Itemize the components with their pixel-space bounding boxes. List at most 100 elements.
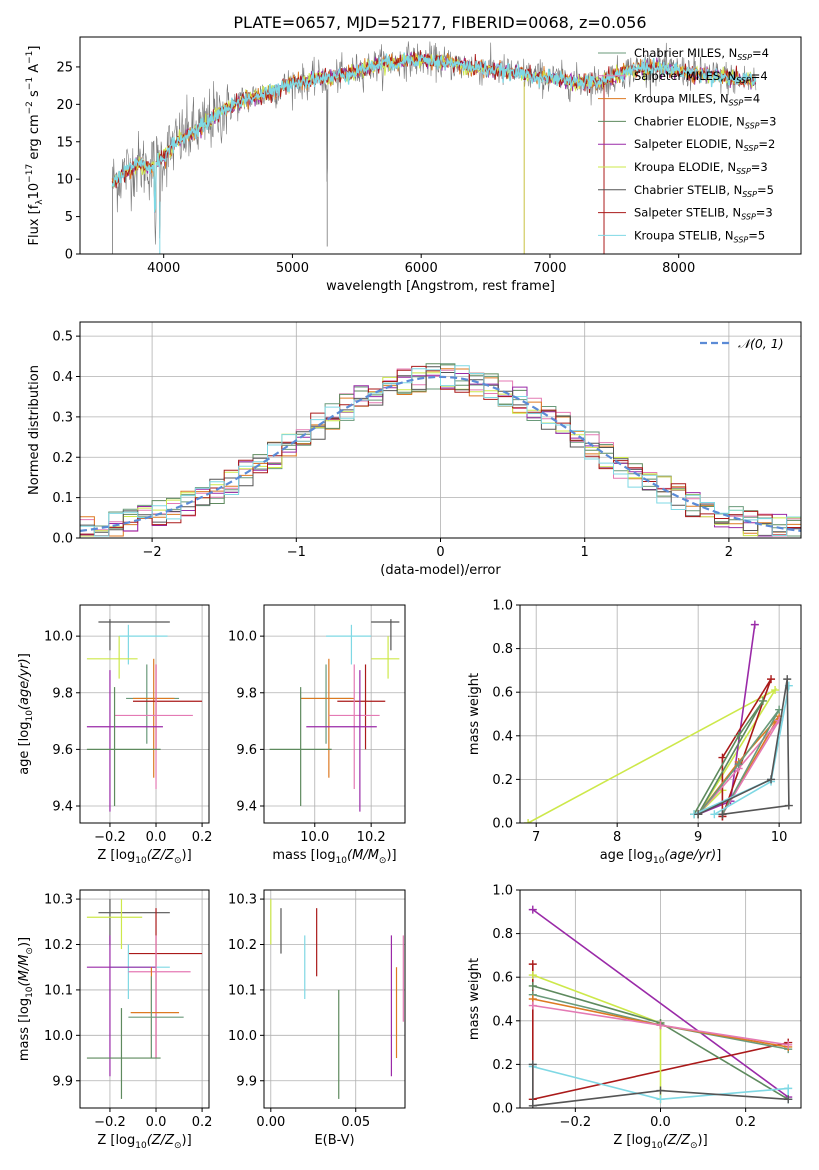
x-tick-label: 8 bbox=[613, 830, 621, 845]
axes-frame bbox=[79, 36, 802, 255]
weight-marker bbox=[528, 971, 537, 980]
weight-marker bbox=[528, 1001, 537, 1010]
weight-marker bbox=[710, 810, 719, 819]
errorbar-point bbox=[300, 664, 352, 744]
x-tick-label: −0.2 bbox=[94, 1115, 126, 1130]
y-axis-label: Normed distribution bbox=[27, 365, 42, 495]
y-tick-label: 0.5 bbox=[52, 330, 73, 345]
weight-marker bbox=[767, 775, 776, 784]
x-tick-label: −2 bbox=[143, 545, 162, 560]
x-tick-label: 6000 bbox=[405, 261, 438, 276]
weight-marker bbox=[528, 1060, 537, 1069]
x-tick-label: 0.2 bbox=[735, 1115, 756, 1130]
y-tick-label: 9.6 bbox=[236, 743, 257, 758]
plot-area-spectrum bbox=[111, 41, 757, 254]
x-tick-label: 10 bbox=[771, 830, 788, 845]
x-tick-label: 5000 bbox=[276, 261, 309, 276]
weight-line bbox=[697, 719, 780, 815]
legend-entry: Salpeter ELODIE, NSSP=2 bbox=[634, 137, 775, 153]
weight-series bbox=[694, 675, 793, 819]
y-tick-label: 10.0 bbox=[228, 1029, 257, 1044]
plot-area-mass_vs_Z bbox=[80, 890, 209, 1108]
y-tick-label: 0 bbox=[65, 248, 73, 263]
y-tick-label: 9.8 bbox=[52, 686, 73, 701]
errorbar-point bbox=[130, 967, 180, 1059]
weight-marker bbox=[528, 1101, 537, 1108]
errorbar-point bbox=[306, 670, 377, 812]
y-axis-label: age [log10(age/yr)] bbox=[17, 653, 35, 775]
x-tick-label: −0.2 bbox=[560, 1115, 592, 1130]
y-tick-label: 10.3 bbox=[228, 893, 257, 908]
weight-line bbox=[532, 1064, 789, 1107]
errorbar-point bbox=[98, 899, 170, 945]
y-tick-label: 10.0 bbox=[44, 630, 73, 645]
y-tick-label: 10.0 bbox=[44, 1029, 73, 1044]
weight-series bbox=[528, 1060, 793, 1108]
y-tick-label: 10.0 bbox=[228, 630, 257, 645]
errorbar-point bbox=[371, 636, 400, 679]
y-tick-label: 10.2 bbox=[228, 938, 257, 953]
y-tick-label: 25 bbox=[56, 60, 73, 75]
weight-marker bbox=[784, 1084, 793, 1093]
legend-entry: Salpeter MILES, NSSP=4 bbox=[634, 69, 768, 85]
y-tick-label: 0.2 bbox=[492, 1058, 513, 1073]
y-axis-label: mass [log10(M/M⊙)] bbox=[17, 937, 35, 1061]
y-tick-label: 0.0 bbox=[52, 532, 73, 547]
y-tick-label: 9.9 bbox=[236, 1074, 257, 1089]
plot-area-mass_vs_EBV bbox=[264, 890, 405, 1108]
legend-entry: Salpeter STELIB, NSSP=3 bbox=[634, 206, 773, 222]
x-tick-label: 0.05 bbox=[341, 1115, 370, 1130]
weight-marker bbox=[784, 1040, 793, 1049]
weight-marker bbox=[783, 675, 792, 684]
weight-marker bbox=[528, 981, 537, 990]
weight-marker bbox=[528, 960, 537, 969]
panel-mass_vs_EBV: 0.00 0.05 9.9 10.0 10.1 10.2 10.3 E(B-V) bbox=[228, 889, 406, 1148]
errorbar-point bbox=[128, 935, 191, 1059]
weight-marker bbox=[718, 810, 727, 819]
errorbar-point bbox=[326, 624, 372, 665]
gaussian-curve bbox=[80, 375, 801, 532]
y-tick-label: 0.4 bbox=[492, 729, 513, 744]
y-tick-label: 10.1 bbox=[228, 983, 257, 998]
x-tick-label: 9 bbox=[694, 830, 702, 845]
weight-marker bbox=[771, 686, 780, 695]
legend-entry: 𝒩(0, 1) bbox=[738, 336, 784, 351]
weight-marker bbox=[656, 1021, 665, 1030]
axes-frame bbox=[263, 889, 406, 1109]
errorbar-point bbox=[300, 658, 355, 778]
plot-area-age_vs_Z bbox=[80, 605, 209, 823]
x-tick-label: 0 bbox=[436, 545, 444, 560]
legend-entry: Chabrier ELODIE, NSSP=3 bbox=[634, 114, 776, 130]
axes-frame bbox=[263, 604, 406, 824]
weight-marker bbox=[734, 760, 743, 769]
y-tick-label: 0.0 bbox=[492, 1102, 513, 1117]
x-tick-label: 10.0 bbox=[300, 830, 329, 845]
weight-marker bbox=[656, 1086, 665, 1095]
weight-line bbox=[527, 687, 778, 823]
x-axis-label: Z [log10(Z/Z⊙)] bbox=[97, 848, 191, 866]
weight-series bbox=[528, 1001, 793, 1049]
x-tick-label: −1 bbox=[287, 545, 306, 560]
x-tick-label: 0.0 bbox=[146, 830, 167, 845]
x-tick-label: 0.2 bbox=[192, 1115, 213, 1130]
x-tick-label: 0.0 bbox=[146, 1115, 167, 1130]
x-axis-label: age [log10(age/yr)] bbox=[600, 848, 722, 866]
weight-series bbox=[524, 686, 780, 823]
y-tick-label: 0.4 bbox=[52, 370, 73, 385]
x-tick-label: 0.00 bbox=[256, 1115, 285, 1130]
figure-title: PLATE=0657, MJD=52177, FIBERID=0068, z=0… bbox=[233, 13, 646, 32]
errorbar-point bbox=[86, 687, 161, 807]
legend-entry: Chabrier STELIB, NSSP=5 bbox=[634, 183, 774, 199]
plot-area-weight_vs_age bbox=[520, 605, 801, 823]
model-spectrum bbox=[111, 52, 757, 213]
weight-marker bbox=[718, 753, 727, 762]
plot-area-residuals bbox=[80, 322, 801, 538]
weight-line bbox=[532, 908, 789, 1098]
y-tick-label: 0.1 bbox=[52, 491, 73, 506]
axes-frame bbox=[519, 604, 802, 824]
weight-marker bbox=[758, 696, 767, 705]
y-tick-label: 10.1 bbox=[44, 983, 73, 998]
x-tick-label: 2 bbox=[725, 545, 733, 560]
y-tick-label: 0.2 bbox=[492, 773, 513, 788]
y-tick-label: 9.4 bbox=[236, 800, 257, 815]
